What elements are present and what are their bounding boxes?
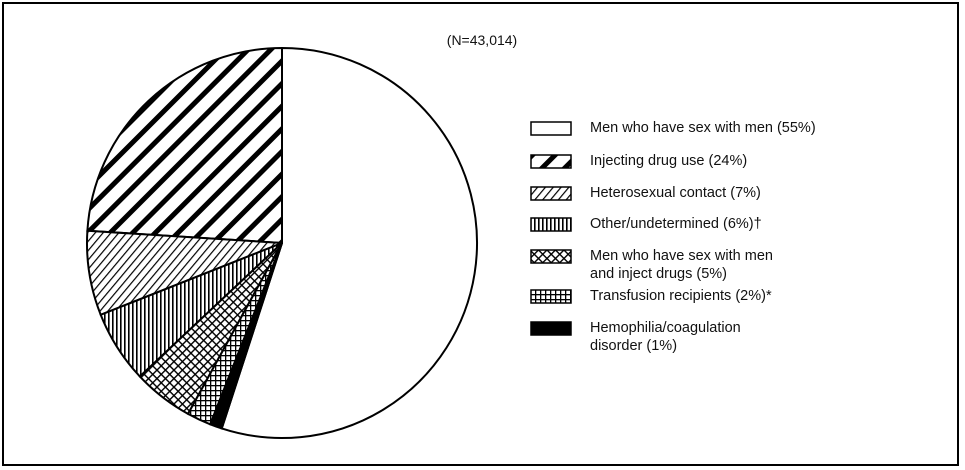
- legend-swatch: [530, 186, 572, 201]
- legend-swatch: [530, 121, 572, 136]
- legend-swatch: [530, 154, 572, 169]
- legend-swatch: [530, 249, 572, 264]
- pie-slice: [208, 242, 283, 430]
- legend-swatch: [530, 321, 572, 336]
- legend-item: Hemophilia/coagulation disorder (1%): [530, 319, 741, 355]
- legend-label: Other/undetermined (6%)†: [590, 216, 762, 232]
- pie-slice: [220, 46, 478, 439]
- legend-label: Injecting drug use (24%): [590, 153, 748, 169]
- legend-swatch-box: [530, 186, 572, 201]
- legend-item: Heterosexual contact (7%): [530, 184, 761, 202]
- legend-swatch-box: [530, 249, 572, 264]
- legend-swatch-box: [530, 289, 572, 304]
- legend-label: Hemophilia/coagulation disorder (1%): [590, 320, 741, 354]
- legend-swatch-box: [530, 154, 572, 169]
- legend-swatch: [530, 217, 572, 232]
- legend-label: Men who have sex with men (55%): [590, 120, 816, 136]
- chart-title: (N=43,014): [447, 32, 517, 48]
- legend-item: Other/undetermined (6%)†: [530, 215, 762, 233]
- legend-item: Transfusion recipients (2%)*: [530, 287, 772, 305]
- legend-swatch-box: [530, 217, 572, 232]
- legend-label: Heterosexual contact (7%): [590, 185, 761, 201]
- legend-label: Transfusion recipients (2%)*: [590, 288, 772, 304]
- frame: [2, 2, 959, 466]
- legend-swatch: [530, 289, 572, 304]
- legend-swatch-box: [530, 321, 572, 336]
- legend-label: Men who have sex with men and inject dru…: [590, 248, 773, 282]
- pie-slice: [86, 46, 283, 245]
- legend-swatch-box: [530, 121, 572, 136]
- legend-item: Men who have sex with men and inject dru…: [530, 247, 773, 283]
- legend-item: Injecting drug use (24%): [530, 152, 747, 170]
- legend-item: Men who have sex with men (55%): [530, 119, 816, 137]
